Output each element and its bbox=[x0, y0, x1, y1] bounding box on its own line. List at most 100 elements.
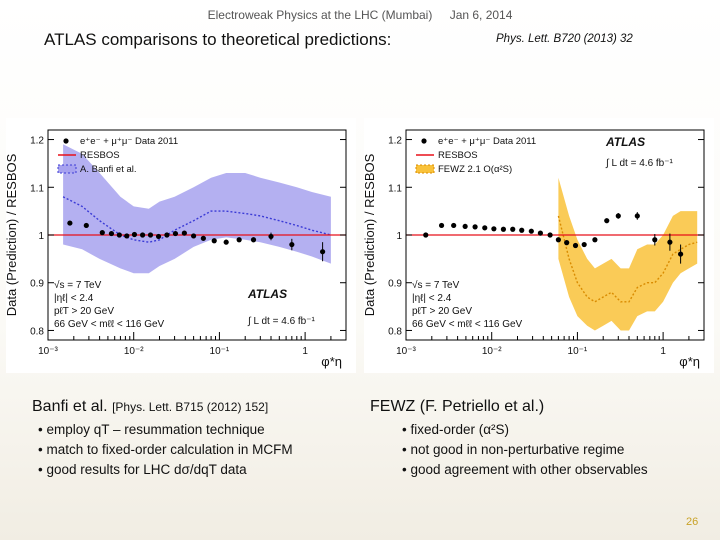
x-tick-label: 10⁻² bbox=[124, 346, 144, 357]
data-point bbox=[139, 232, 146, 238]
data-point bbox=[634, 213, 640, 219]
x-tick-label: 10⁻² bbox=[482, 346, 502, 357]
legend-marker-band bbox=[57, 164, 77, 174]
y-tick-label: 1.2 bbox=[30, 136, 44, 147]
data-point bbox=[615, 213, 621, 219]
caption-left-main: Banfi et al. bbox=[32, 398, 108, 415]
data-point bbox=[99, 230, 105, 236]
x-tick-label: 10⁻¹ bbox=[568, 346, 588, 357]
list-item: • employ qT – resummation technique bbox=[38, 422, 265, 437]
y-axis-label: Data (Prediction) / RESBOS bbox=[364, 153, 377, 316]
cut-label: |ηℓ| < 2.4 bbox=[412, 293, 452, 304]
paper-reference: Phys. Lett. B720 (2013) 32 bbox=[496, 33, 633, 45]
chart-panel-right: Data (Prediction) / RESBOS 0.8 0.9 1 1.1 1.2 1… bbox=[362, 118, 714, 373]
data-point bbox=[108, 230, 115, 237]
data-point bbox=[482, 225, 488, 231]
x-tick-label: 10⁻¹ bbox=[210, 346, 230, 357]
list-item: • good results for LHC dσ/dqT data bbox=[38, 462, 247, 477]
experiment-label: ATLAS bbox=[247, 287, 287, 301]
data-point bbox=[155, 233, 162, 240]
data-point bbox=[116, 232, 122, 238]
data-point bbox=[250, 237, 257, 243]
slide-number: 26 bbox=[686, 516, 699, 528]
legend-entry: RESBOS bbox=[438, 150, 478, 161]
legend-entry: e⁺e⁻ + μ⁺μ⁻ Data 2011 bbox=[438, 136, 536, 147]
uncertainty-band bbox=[558, 177, 698, 331]
data-point bbox=[438, 222, 445, 229]
cut-label: |ηℓ| < 2.4 bbox=[54, 293, 94, 304]
bullet-list-left: • employ qT – resummation technique • ma… bbox=[38, 420, 293, 480]
y-axis-label: Data (Prediction) / RESBOS bbox=[6, 153, 19, 316]
y-tick-label: 0.8 bbox=[388, 326, 402, 337]
data-point bbox=[472, 224, 478, 230]
cut-label: √s = 7 TeV bbox=[412, 279, 460, 291]
data-point bbox=[191, 233, 197, 239]
prediction-line bbox=[62, 196, 332, 243]
list-item: • not good in non-perturbative regime bbox=[402, 442, 625, 457]
slide-header: Electroweak Physics at the LHC (Mumbai) … bbox=[0, 8, 720, 22]
legend-marker-data bbox=[421, 138, 427, 144]
cut-label: pℓT > 20 GeV bbox=[412, 306, 472, 317]
data-point bbox=[519, 227, 525, 233]
data-point bbox=[320, 249, 326, 255]
legend-marker-data bbox=[63, 138, 69, 144]
legend-entry: e⁺e⁻ + μ⁺μ⁻ Data 2011 bbox=[80, 136, 178, 147]
data-point bbox=[678, 251, 684, 257]
caption-left: Banfi et al. [Phys. Lett. B715 (2012) 15… bbox=[32, 398, 268, 416]
data-point bbox=[537, 230, 543, 236]
y-tick-label: 0.9 bbox=[30, 279, 44, 290]
y-tick-label: 0.9 bbox=[388, 279, 402, 290]
data-point bbox=[491, 226, 497, 232]
cut-label: √s = 7 TeV bbox=[54, 279, 102, 291]
y-tick-label: 0.8 bbox=[30, 326, 44, 337]
data-point bbox=[423, 232, 429, 238]
data-point bbox=[564, 240, 570, 246]
list-item: • match to fixed-order calculation in MC… bbox=[38, 442, 293, 457]
y-tick-label: 1 bbox=[396, 231, 402, 242]
x-tick-label: 10⁻³ bbox=[396, 346, 416, 357]
data-point bbox=[462, 223, 468, 230]
list-item: • good agreement with other observables bbox=[402, 462, 648, 477]
luminosity-label: ∫ L dt = 4.6 fb⁻¹ bbox=[247, 316, 316, 327]
bullet-list-right: • fixed-order (α²S) • not good in non-pe… bbox=[402, 420, 648, 480]
data-point bbox=[547, 232, 553, 238]
data-point bbox=[555, 237, 561, 243]
date-label: Jan 6, 2014 bbox=[449, 8, 513, 22]
conference-label: Electroweak Physics at the LHC (Mumbai) bbox=[207, 8, 433, 22]
data-point bbox=[164, 232, 170, 238]
x-tick-label: 1 bbox=[660, 346, 666, 357]
x-tick-label: 1 bbox=[302, 346, 308, 357]
legend-entry: A. Banfi et al. bbox=[80, 164, 137, 175]
data-point bbox=[268, 233, 274, 240]
data-point bbox=[510, 226, 516, 232]
y-tick-label: 1.2 bbox=[388, 136, 402, 147]
list-item: • fixed-order (α²S) bbox=[402, 422, 510, 437]
data-point bbox=[124, 233, 130, 239]
x-tick-label: 10⁻³ bbox=[38, 346, 58, 357]
data-point bbox=[83, 222, 89, 229]
y-tick-label: 1.1 bbox=[30, 183, 44, 194]
legend-entry: RESBOS bbox=[80, 150, 120, 161]
y-tick-label: 1 bbox=[38, 231, 44, 242]
data-point bbox=[451, 222, 457, 229]
data-point bbox=[147, 232, 154, 238]
data-point bbox=[592, 237, 598, 243]
legend-entry: FEWZ 2.1 O(α²S) bbox=[438, 164, 512, 175]
data-point bbox=[581, 241, 587, 248]
caption-left-ref: [Phys. Lett. B715 (2012) 152] bbox=[112, 400, 269, 414]
x-axis-label: φ*η bbox=[321, 354, 342, 369]
x-axis-label: φ*η bbox=[679, 354, 700, 369]
chart-panel-left: Data (Prediction) / RESBOS 0.8 0.9 1 1.1 1.2 1… bbox=[4, 118, 356, 373]
experiment-label: ATLAS bbox=[605, 135, 645, 149]
data-point bbox=[289, 241, 295, 248]
data-point bbox=[223, 239, 229, 245]
data-point bbox=[200, 235, 206, 241]
data-point bbox=[652, 237, 658, 243]
data-point bbox=[172, 230, 179, 237]
data-point bbox=[528, 228, 534, 234]
data-point bbox=[131, 231, 138, 238]
cut-label: 66 GeV < mℓℓ < 116 GeV bbox=[54, 319, 165, 330]
data-point bbox=[667, 239, 673, 245]
data-point bbox=[236, 237, 242, 243]
caption-right-main: FEWZ (F. Petriello et al.) bbox=[370, 398, 545, 415]
